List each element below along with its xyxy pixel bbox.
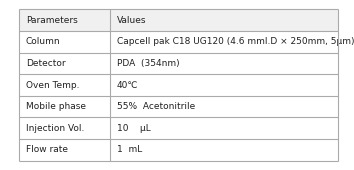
Bar bbox=[19, 139, 110, 161]
Bar bbox=[110, 74, 338, 96]
Bar bbox=[19, 9, 110, 31]
Text: Column: Column bbox=[26, 37, 61, 46]
Text: Oven Temp.: Oven Temp. bbox=[26, 81, 79, 89]
Text: Values: Values bbox=[116, 16, 146, 25]
Text: 40℃: 40℃ bbox=[116, 81, 138, 89]
Text: Parameters: Parameters bbox=[26, 16, 78, 25]
Text: Flow rate: Flow rate bbox=[26, 145, 68, 154]
Bar bbox=[110, 117, 338, 139]
Text: 55%  Acetonitrile: 55% Acetonitrile bbox=[116, 102, 195, 111]
Text: PDA  (354nm): PDA (354nm) bbox=[116, 59, 179, 68]
Bar bbox=[110, 53, 338, 74]
Text: 1  mL: 1 mL bbox=[116, 145, 142, 154]
Bar bbox=[110, 9, 338, 31]
Bar bbox=[110, 96, 338, 117]
Bar bbox=[19, 53, 110, 74]
Text: 10    μL: 10 μL bbox=[116, 124, 150, 133]
Bar bbox=[110, 139, 338, 161]
Text: Mobile phase: Mobile phase bbox=[26, 102, 86, 111]
Bar bbox=[110, 31, 338, 53]
Bar bbox=[19, 96, 110, 117]
Bar bbox=[19, 31, 110, 53]
Bar bbox=[19, 74, 110, 96]
Text: Injection Vol.: Injection Vol. bbox=[26, 124, 84, 133]
Text: Capcell pak C18 UG120 (4.6 mmI.D × 250mm, 5μm): Capcell pak C18 UG120 (4.6 mmI.D × 250mm… bbox=[116, 37, 354, 46]
Text: Detector: Detector bbox=[26, 59, 65, 68]
Bar bbox=[19, 117, 110, 139]
